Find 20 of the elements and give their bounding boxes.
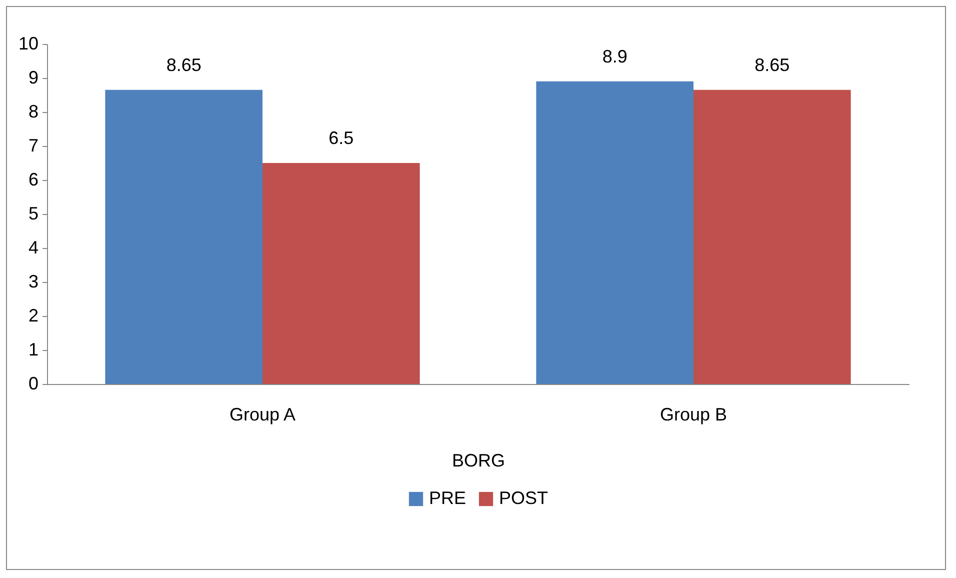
legend-label: PRE — [429, 488, 466, 508]
y-tick-label: 1 — [28, 340, 38, 360]
data-label: 8.65 — [166, 54, 202, 75]
legend-label: POST — [499, 488, 548, 508]
y-tick-label: 0 — [28, 374, 38, 394]
y-tick-label: 6 — [28, 170, 38, 190]
y-tick-label: 7 — [28, 136, 38, 156]
data-label: 8.65 — [754, 54, 790, 75]
x-tick-label: Group A — [229, 404, 296, 424]
y-tick-label: 2 — [28, 306, 38, 326]
y-tick-label: 4 — [28, 238, 38, 258]
y-tick-label: 10 — [18, 34, 38, 54]
x-tick-label: Group B — [660, 404, 728, 424]
y-tick-label: 8 — [28, 102, 38, 122]
y-tick-label: 3 — [28, 272, 38, 292]
y-tick-label: 9 — [28, 68, 38, 88]
data-label: 6.5 — [328, 128, 354, 148]
y-tick-label: 5 — [28, 204, 38, 224]
x-axis-title: BORG — [452, 450, 506, 470]
data-label: 8.9 — [602, 46, 628, 66]
